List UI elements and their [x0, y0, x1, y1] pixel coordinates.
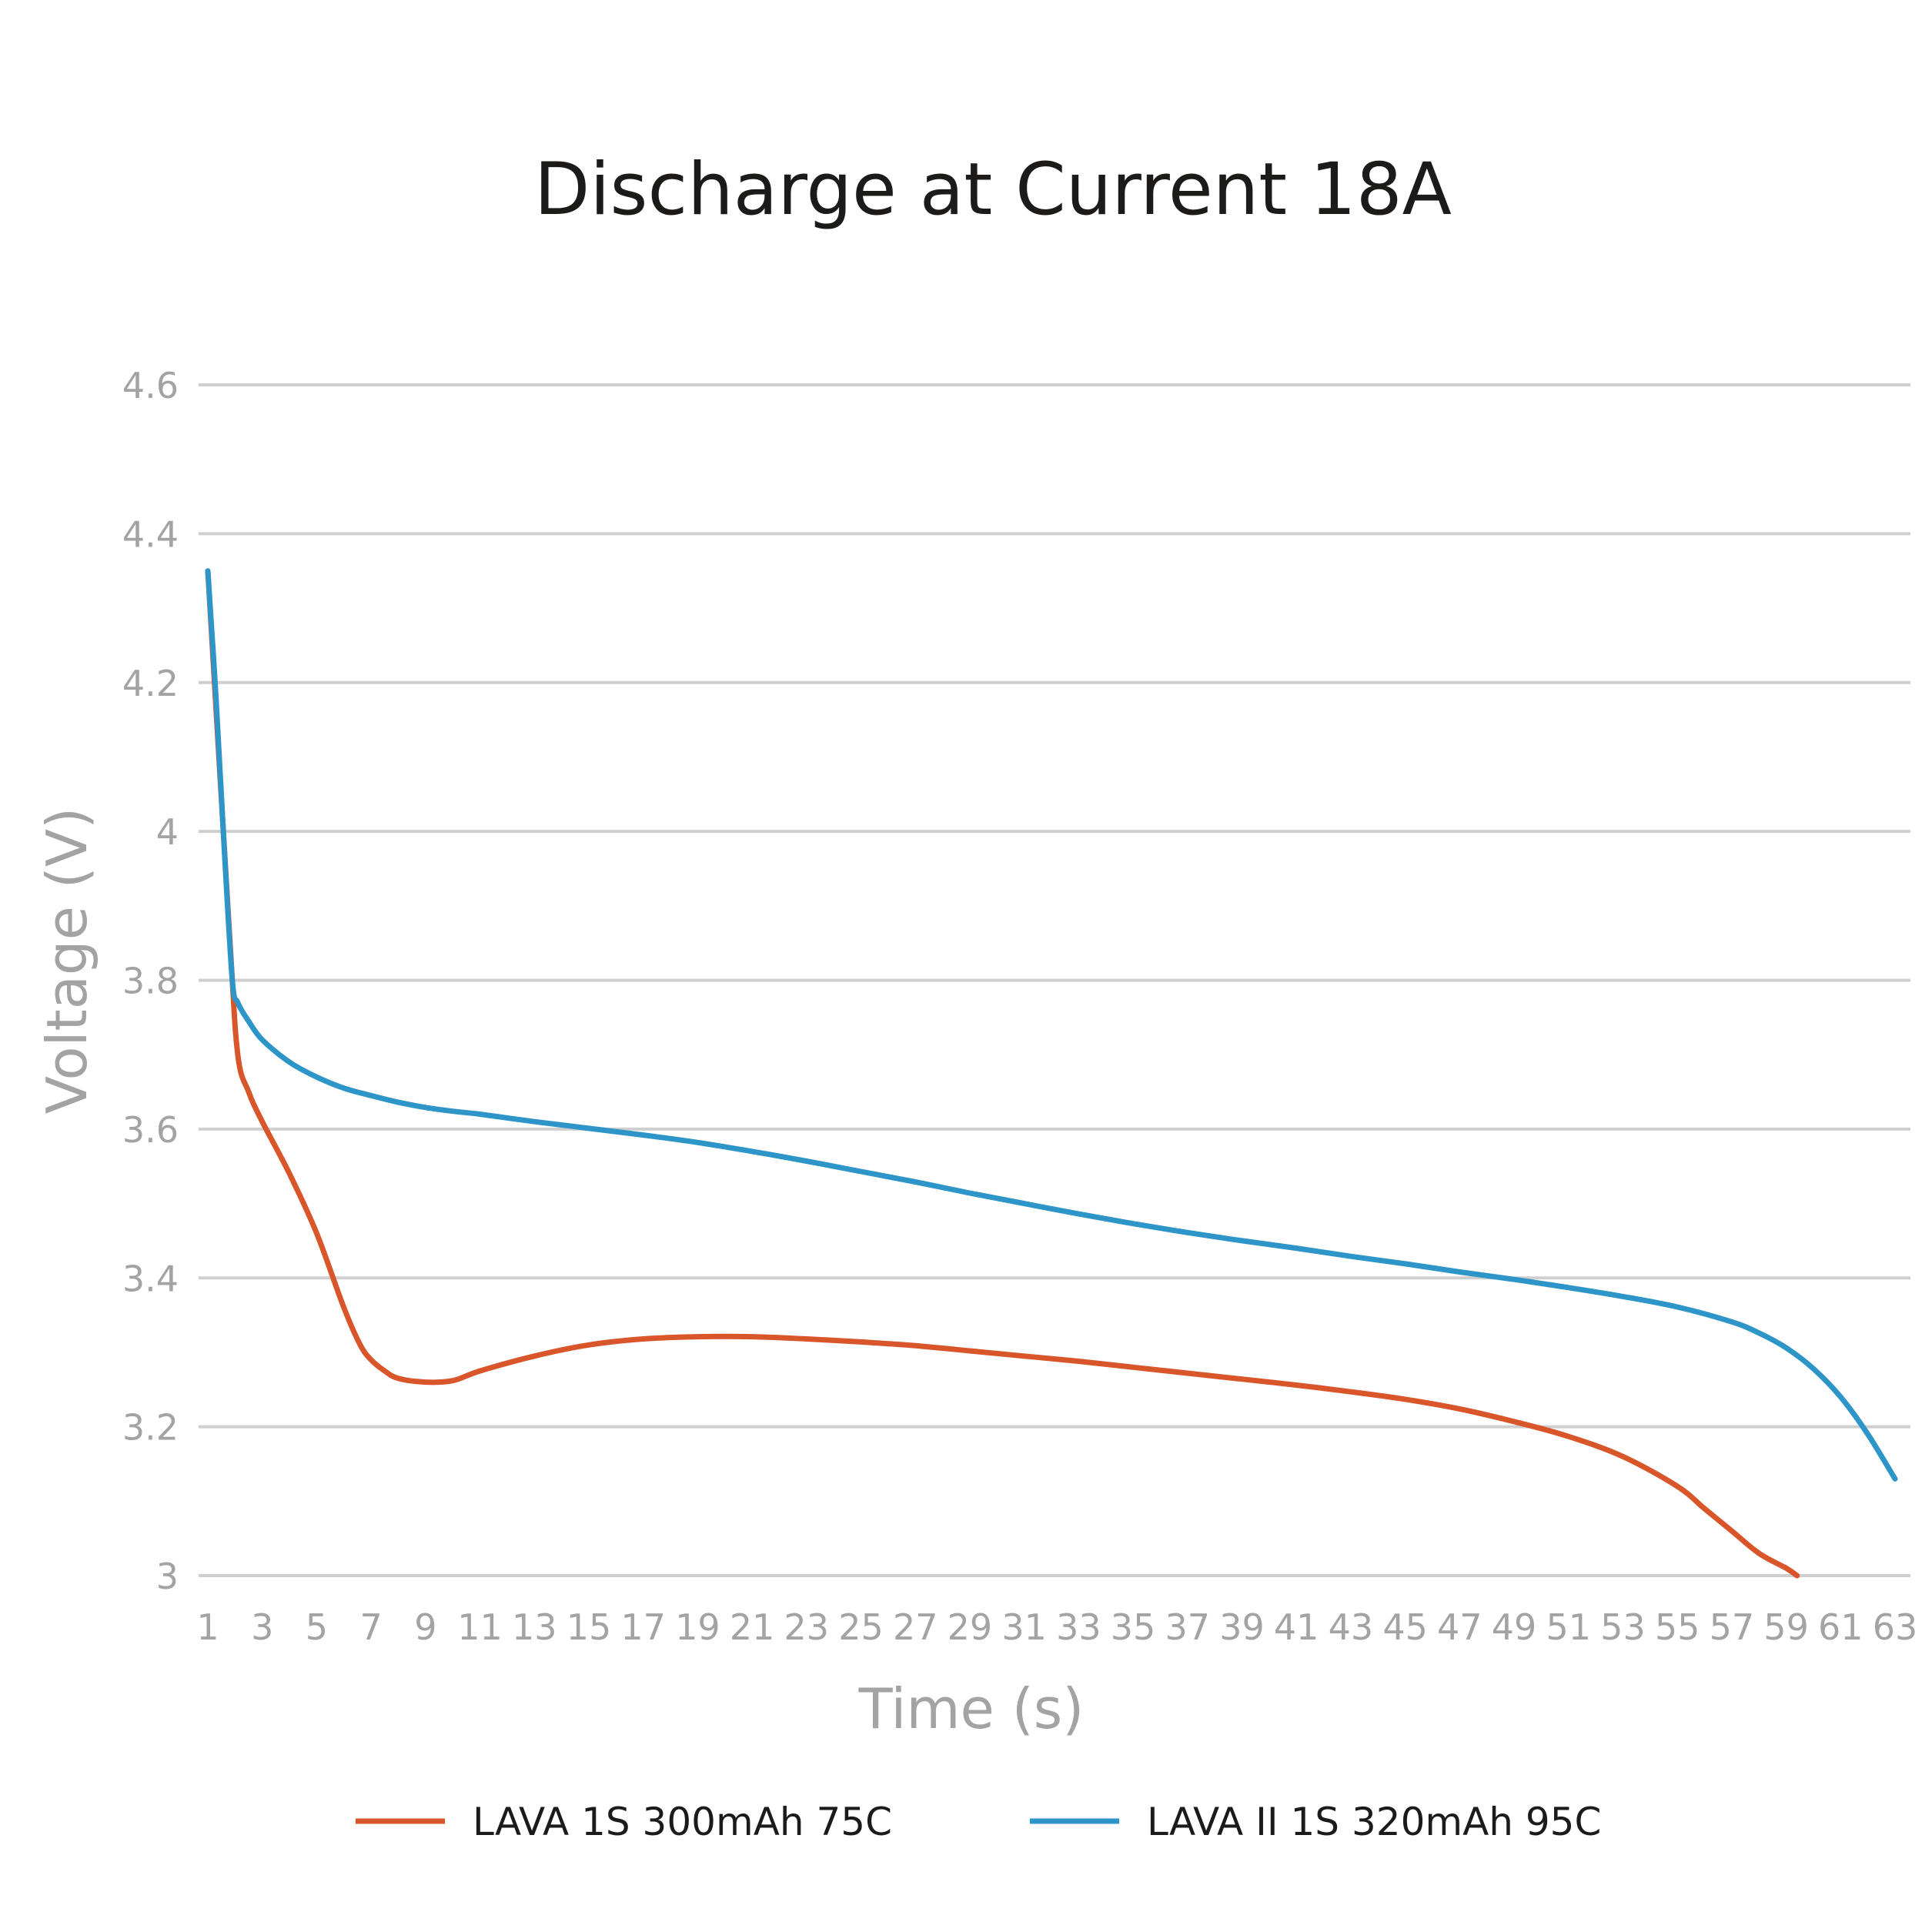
series-lines	[205, 568, 1898, 1579]
x-tick-label: 27	[893, 1606, 938, 1648]
legend-label-2: LAVA II 1S 320mAh 95C	[1147, 1800, 1601, 1844]
x-tick-label: 57	[1710, 1606, 1755, 1648]
y-axis-ticks: 3 3.2 3.4 3.6 3.8 4 4.2 4.4 4.6	[122, 365, 179, 1597]
legend: LAVA 1S 300mAh 75C LAVA II 1S 320mAh 95C	[356, 1800, 1601, 1844]
y-tick-label: 4	[156, 811, 179, 853]
x-tick-label: 23	[784, 1606, 830, 1648]
x-tick-label: 31	[1001, 1606, 1047, 1648]
x-tick-label: 33	[1056, 1606, 1101, 1648]
x-tick-label: 13	[512, 1606, 557, 1648]
x-tick-label: 15	[567, 1606, 612, 1648]
series-line-1	[205, 568, 1800, 1579]
y-axis-title: Voltage (V)	[35, 807, 99, 1114]
gridlines	[199, 383, 1910, 1577]
x-tick-label: 21	[730, 1606, 775, 1648]
x-tick-label: 53	[1600, 1606, 1646, 1648]
y-tick-label: 3.8	[122, 961, 179, 1002]
y-tick-label: 4.6	[122, 365, 179, 406]
x-tick-label: 51	[1546, 1606, 1591, 1648]
x-tick-label: 1	[196, 1606, 219, 1648]
x-tick-label: 11	[457, 1606, 503, 1648]
x-tick-label: 61	[1818, 1606, 1863, 1648]
x-tick-label: 47	[1437, 1606, 1482, 1648]
x-axis-ticks: 1 3 5 7 9 11 13 15 17 19 21 23 25 27 29 31 33 35 37 39 41 43 4…	[196, 1606, 1917, 1648]
legend-label-1: LAVA 1S 300mAh 75C	[473, 1800, 892, 1844]
x-tick-label: 25	[838, 1606, 884, 1648]
y-tick-label: 4.4	[122, 513, 179, 555]
x-tick-label: 43	[1329, 1606, 1374, 1648]
x-tick-label: 7	[359, 1606, 382, 1648]
x-tick-label: 63	[1873, 1606, 1918, 1648]
x-tick-label: 35	[1111, 1606, 1156, 1648]
chart-title: Discharge at Current 18A	[534, 148, 1452, 232]
x-tick-label: 41	[1274, 1606, 1319, 1648]
x-tick-label: 49	[1492, 1606, 1537, 1648]
x-tick-label: 45	[1382, 1606, 1428, 1648]
y-tick-label: 3	[156, 1556, 179, 1597]
x-tick-label: 19	[675, 1606, 720, 1648]
x-tick-label: 5	[306, 1606, 328, 1648]
x-tick-label: 9	[414, 1606, 436, 1648]
y-tick-label: 3.4	[122, 1258, 179, 1299]
series-line-2	[205, 568, 1898, 1482]
y-tick-label: 3.2	[122, 1407, 179, 1449]
x-tick-label: 37	[1165, 1606, 1211, 1648]
y-tick-label: 4.2	[122, 663, 179, 704]
x-tick-label: 17	[620, 1606, 666, 1648]
x-tick-label: 39	[1219, 1606, 1265, 1648]
x-tick-label: 3	[251, 1606, 273, 1648]
y-tick-label: 3.6	[122, 1109, 179, 1151]
x-tick-label: 55	[1655, 1606, 1700, 1648]
x-tick-label: 59	[1763, 1606, 1809, 1648]
x-axis-title: Time (s)	[858, 1676, 1085, 1741]
x-tick-label: 29	[948, 1606, 993, 1648]
